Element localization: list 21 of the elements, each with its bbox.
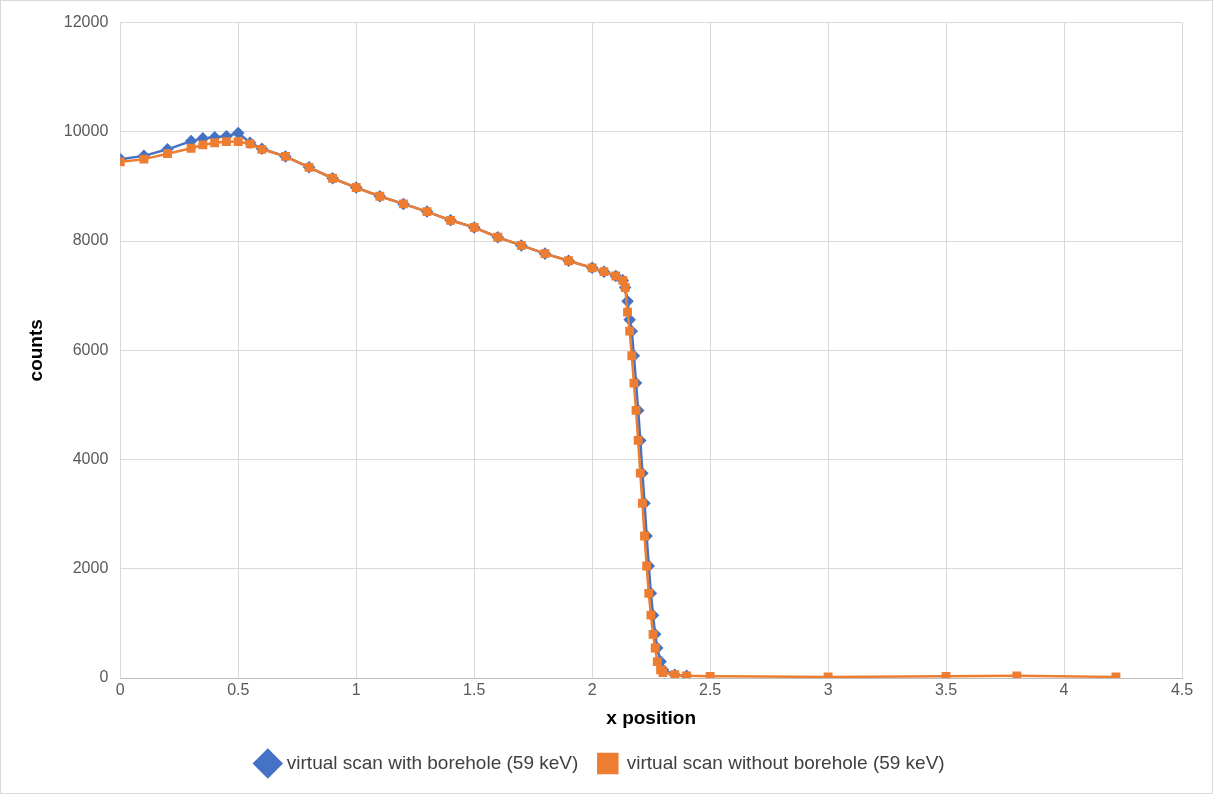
- y-tick-label: 0: [99, 668, 109, 686]
- x-tick-label: 3.5: [934, 681, 958, 699]
- x-tick-label: 0: [115, 681, 125, 699]
- x-axis-title: x position: [606, 706, 697, 728]
- x-tick-label: 2.5: [699, 681, 722, 699]
- legend-label: virtual scan without borehole (59 keV): [626, 751, 945, 773]
- x-tick-label: 1.5: [463, 681, 486, 699]
- x-tick-label: 4.5: [1170, 681, 1194, 699]
- y-tick-label: 8000: [72, 231, 109, 249]
- x-tick-label: 2: [587, 681, 597, 699]
- x-tick-label: 0.5: [227, 681, 250, 699]
- y-tick-label: 4000: [72, 449, 109, 467]
- y-tick-label: 10000: [63, 122, 109, 140]
- x-tick-label: 4: [1059, 681, 1069, 699]
- y-axis-title: counts: [24, 319, 46, 382]
- legend-label: virtual scan with borehole (59 keV): [286, 751, 579, 773]
- y-tick-label: 2000: [72, 559, 109, 577]
- y-tick-label: 12000: [63, 13, 109, 31]
- x-tick-label: 1: [351, 681, 361, 699]
- x-tick-label: 3: [823, 681, 833, 699]
- y-tick-label: 6000: [72, 340, 109, 358]
